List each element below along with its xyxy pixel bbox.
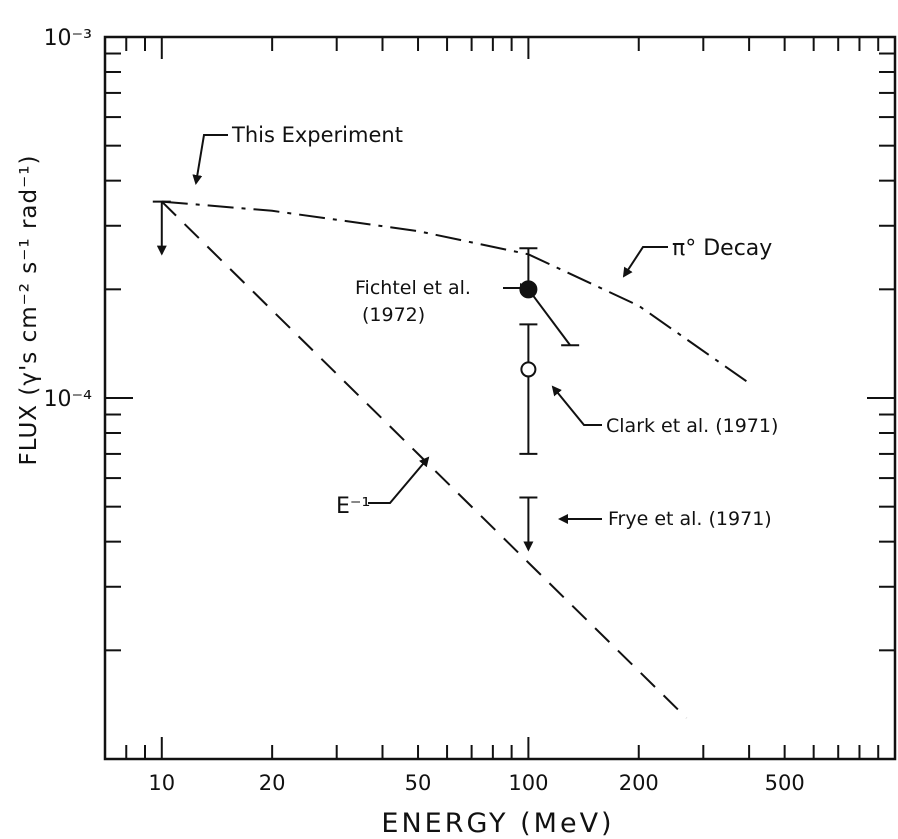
model-curves — [161, 200, 750, 719]
x-tick-label: 20 — [259, 771, 286, 795]
y-tick-label: 10⁻⁴ — [44, 387, 93, 412]
pointer-e-inverse — [368, 456, 430, 504]
pi-decay-curve — [161, 200, 750, 384]
y-tick-label: 10⁻³ — [44, 26, 92, 51]
spectral-extension-line — [527, 288, 571, 346]
pointer-pi-decay — [622, 246, 668, 278]
x-tick-label: 100 — [508, 771, 548, 795]
plot-frame — [103, 35, 897, 761]
annotation-e-inverse: E⁻¹ — [336, 494, 370, 519]
x-tick-label: 50 — [405, 771, 432, 795]
y-axis-title: FLUX (γ's cm⁻² s⁻¹ rad⁻¹) — [16, 155, 42, 466]
pointer-this-experiment — [192, 134, 228, 185]
annotation-this-experiment: This Experiment — [231, 123, 403, 147]
major-ticks — [105, 37, 895, 759]
pointer-clark — [551, 385, 602, 426]
minor-ticks — [104, 37, 895, 759]
x-tick-label: 500 — [765, 771, 805, 795]
open-data-point — [520, 361, 537, 378]
e-inverse-curve — [161, 200, 688, 719]
annotation-pi-decay: π° Decay — [672, 236, 772, 261]
x-tick-label: 10 — [148, 771, 175, 795]
annotation-clark: Clark et al. (1971) — [606, 415, 778, 437]
filled-data-point — [519, 280, 538, 299]
tick-labels: 10 20 50 100 200 500 10⁻³ 10⁻⁴ — [44, 26, 805, 795]
annotation-frye: Frye et al. (1971) — [608, 508, 772, 530]
x-tick-label: 200 — [619, 771, 659, 795]
annotation-fichtel-line2: (1972) — [362, 304, 425, 326]
x-axis-title: ENERGY (MeV) — [381, 808, 614, 839]
annotation-fichtel-line1: Fichtel et al. — [355, 277, 471, 299]
